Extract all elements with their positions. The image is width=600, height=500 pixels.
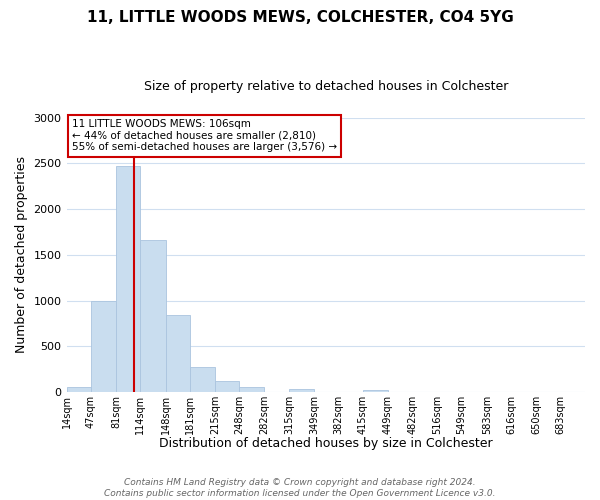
Bar bbox=[215, 380, 239, 392]
Bar bbox=[362, 390, 388, 392]
Text: 11 LITTLE WOODS MEWS: 106sqm
← 44% of detached houses are smaller (2,810)
55% of: 11 LITTLE WOODS MEWS: 106sqm ← 44% of de… bbox=[72, 119, 337, 152]
Title: Size of property relative to detached houses in Colchester: Size of property relative to detached ho… bbox=[143, 80, 508, 93]
Bar bbox=[67, 387, 91, 392]
Text: 11, LITTLE WOODS MEWS, COLCHESTER, CO4 5YG: 11, LITTLE WOODS MEWS, COLCHESTER, CO4 5… bbox=[86, 10, 514, 25]
Bar bbox=[116, 166, 140, 392]
Bar bbox=[239, 387, 265, 392]
Bar bbox=[166, 316, 190, 392]
Bar bbox=[289, 389, 314, 392]
Y-axis label: Number of detached properties: Number of detached properties bbox=[15, 156, 28, 354]
Bar bbox=[190, 368, 215, 392]
Bar bbox=[140, 240, 166, 392]
Text: Contains HM Land Registry data © Crown copyright and database right 2024.
Contai: Contains HM Land Registry data © Crown c… bbox=[104, 478, 496, 498]
Bar bbox=[91, 300, 116, 392]
X-axis label: Distribution of detached houses by size in Colchester: Distribution of detached houses by size … bbox=[159, 437, 493, 450]
